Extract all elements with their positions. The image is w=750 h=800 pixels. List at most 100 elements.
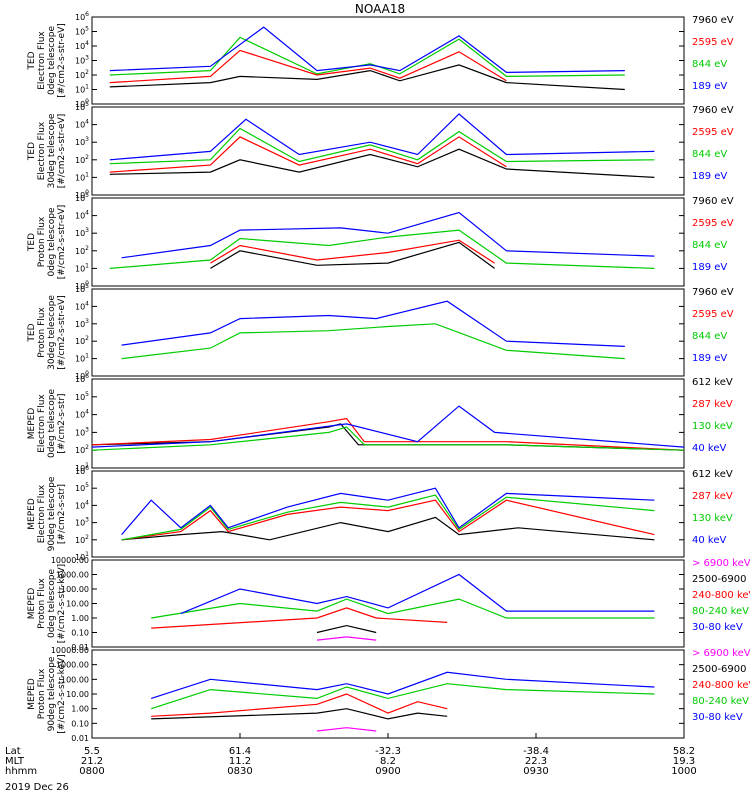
y-axis-label-line: Electron Flux xyxy=(37,121,47,180)
y-tick-label: 1.00 xyxy=(71,705,89,714)
y-tick-label: 106 xyxy=(75,373,89,384)
y-axis-label-line: [#/cm2-s-str-eV] xyxy=(57,114,67,189)
legend-entry: 612 keV xyxy=(692,377,733,388)
x-tick-label: 1000 xyxy=(671,766,696,777)
y-tick-label: 101 xyxy=(75,171,89,182)
y-axis-label-line: Proton Flux xyxy=(37,578,47,629)
panel-5: 101 102 103 104 105 106 MEPED Electron Flux 0deg… xyxy=(27,373,733,473)
date-label: 2019 Dec 26 xyxy=(5,782,69,793)
series-line-2595-ev xyxy=(210,239,495,264)
series-line-2500-6900 xyxy=(316,624,377,634)
y-tick-label: 101 xyxy=(75,462,89,473)
y-axis-label-line: [#/cm2-s-str] xyxy=(57,393,67,453)
y-axis-label-line: [#/cm2-s-str-eV] xyxy=(57,205,67,280)
x-tick-label: 19.3 xyxy=(673,756,695,767)
y-axis-label-line: MEPED xyxy=(27,498,37,530)
y-tick-label: 105 xyxy=(75,192,89,203)
x-tick-label: 0830 xyxy=(227,766,252,777)
y-axis-label-line: [#/cm2-s-str-keV] xyxy=(57,564,67,643)
legend-entry: 2500-6900 xyxy=(692,574,747,585)
panel-frame xyxy=(91,470,685,558)
series-line-7960-ev xyxy=(210,241,495,269)
y-tick-label: 101 xyxy=(75,551,89,562)
y-axis-label-line: [#/cm2-s-str-eV] xyxy=(57,23,67,98)
y-axis-label-line: [#/cm2-s-str-eV] xyxy=(57,295,67,370)
series-line--6900-kev xyxy=(316,636,377,641)
legend-entry: 189 eV xyxy=(692,262,727,273)
y-tick-label: 102 xyxy=(75,245,89,256)
legend-entry: 2595 eV xyxy=(692,218,734,229)
y-axis-label-line: 0deg telescope xyxy=(47,26,57,96)
series-line-844-ev xyxy=(109,229,655,269)
series-line-7960-ev xyxy=(109,148,655,178)
y-tick-label: 105 xyxy=(75,391,89,402)
y-axis-label-line: [#/cm2-s-str-keV] xyxy=(57,654,67,733)
legend-entry: 2595 eV xyxy=(692,37,734,48)
y-tick-label: 1000.00 xyxy=(56,661,89,670)
x-tick-label: -32.3 xyxy=(375,746,401,757)
series-line-130-kev xyxy=(121,494,655,541)
y-tick-label: 101 xyxy=(75,262,89,273)
legend-entry: 7960 eV xyxy=(692,196,734,207)
panel-2: 100 101 102 103 104 105 TED Electron Flux 30deg … xyxy=(27,101,734,200)
x-tick-label: 8.2 xyxy=(380,756,396,767)
y-tick-label: 100.00 xyxy=(61,675,89,684)
y-axis-label-line: Proton Flux xyxy=(37,307,47,358)
series-line-2595-ev xyxy=(109,136,507,173)
y-tick-label: 10.00 xyxy=(66,600,89,609)
series-line-240-800-kev xyxy=(151,693,448,717)
y-axis-label-line: TED xyxy=(27,323,37,342)
series-line-844-ev xyxy=(109,127,655,165)
x-row-label: hhmm xyxy=(5,766,37,777)
y-axis-label-line: 0deg telescope xyxy=(47,207,57,277)
x-tick-label: 0930 xyxy=(523,766,548,777)
y-tick-label: 104 xyxy=(75,499,89,510)
legend-entry: 30-80 keV xyxy=(692,622,743,633)
series-line-80-240-kev xyxy=(151,598,655,619)
y-axis-label-line: Electron Flux xyxy=(37,394,47,453)
y-axis-label-line: 0deg telescope xyxy=(47,569,57,639)
series-line-80-240-kev xyxy=(151,683,655,710)
series-line-189-ev xyxy=(121,211,655,259)
series-line-287-kev xyxy=(121,499,655,541)
y-axis-label-line: 0deg telescope xyxy=(47,389,57,459)
y-axis-label-line: 30deg telescope xyxy=(47,295,57,370)
legend-entry: 844 eV xyxy=(692,149,727,160)
x-tick-label: 21.2 xyxy=(81,756,103,767)
legend-entry: > 6900 keV xyxy=(692,648,750,659)
panel-1: 100 101 102 103 104 105 106 TED Electron Flux 0de… xyxy=(27,11,734,109)
series-line-30-80-kev xyxy=(151,671,655,699)
y-axis-label-line: Electron Flux xyxy=(37,31,47,90)
y-tick-label: 10000.00 xyxy=(51,556,89,565)
legend-entry: 189 eV xyxy=(692,171,727,182)
series-line-2500-6900 xyxy=(151,708,448,720)
legend-entry: 844 eV xyxy=(692,59,727,70)
y-tick-label: 104 xyxy=(75,409,89,420)
panel-4: 100 101 102 103 104 105 TED Proton Flux 30deg te… xyxy=(27,283,734,381)
panel-frame xyxy=(91,197,685,287)
y-tick-label: 103 xyxy=(75,318,89,329)
y-tick-label: 102 xyxy=(75,69,89,80)
x-tick-label: 11.2 xyxy=(229,756,251,767)
series-line-2595-ev xyxy=(109,49,507,84)
y-axis-label-line: MEPED xyxy=(27,588,37,620)
series-line-130-kev xyxy=(91,426,685,451)
y-tick-label: 106 xyxy=(75,11,89,22)
y-axis-label-line: 90deg telescope xyxy=(47,476,57,551)
y-tick-label: 0.01 xyxy=(71,643,89,652)
legend-entry: 189 eV xyxy=(692,81,727,92)
legend-entry: 287 keV xyxy=(692,491,733,502)
y-tick-label: 103 xyxy=(75,55,89,66)
series-line-40-kev xyxy=(121,487,655,535)
y-tick-label: 102 xyxy=(75,534,89,545)
panel-frame xyxy=(91,106,685,196)
y-axis-label-line: Proton Flux xyxy=(37,216,47,267)
panel-frame xyxy=(91,378,685,469)
series-line-844-ev xyxy=(121,323,625,360)
y-axis-label-line: TED xyxy=(27,142,37,161)
figure-title: NOAA18 xyxy=(355,2,405,16)
x-tick-label: 0800 xyxy=(79,766,104,777)
series-line-7960-ev xyxy=(109,64,625,91)
